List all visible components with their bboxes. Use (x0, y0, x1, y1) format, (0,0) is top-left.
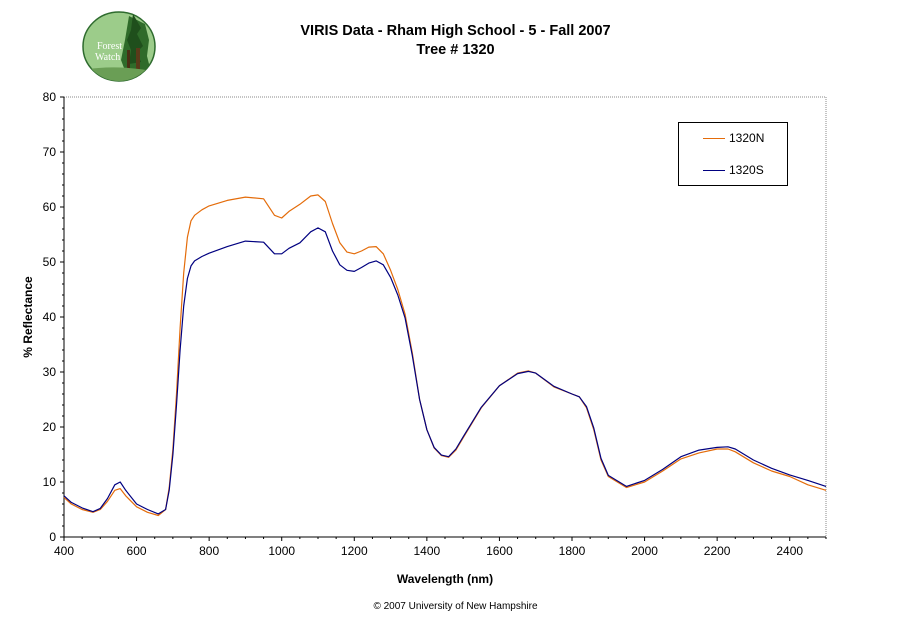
y-axis-ticks: 0 10 20 30 40 50 60 70 80 (43, 90, 64, 544)
x-tick-label: 1600 (486, 544, 513, 558)
y-tick-label: 60 (43, 200, 57, 214)
y-tick-label: 30 (43, 365, 57, 379)
x-axis-ticks: 400 600 800 1000 1200 1400 1600 1800 2000 2200 240… (54, 537, 827, 558)
legend-label-1320n: 1320N (729, 131, 765, 145)
legend-swatch-1320s (703, 170, 725, 172)
y-tick-label: 70 (43, 145, 57, 159)
chart-title-line-1: VIRIS Data - Rham High School - 5 - Fall… (300, 23, 611, 39)
legend: 1320N 1320S (678, 122, 788, 186)
chart-title: VIRIS Data - Rham High School - 5 - Fall… (200, 22, 711, 60)
x-tick-label: 2000 (631, 544, 658, 558)
x-tick-label: 2200 (704, 544, 731, 558)
y-tick-label: 50 (43, 255, 57, 269)
series-lines (63, 194, 827, 517)
x-tick-label: 1800 (559, 544, 586, 558)
y-axis-title: % Reflectance (21, 276, 35, 358)
x-tick-label: 1400 (414, 544, 441, 558)
x-tick-label: 800 (199, 544, 219, 558)
y-tick-label: 80 (43, 90, 57, 104)
x-tick-label: 1000 (268, 544, 295, 558)
y-tick-label: 0 (49, 530, 56, 544)
y-tick-label: 20 (43, 420, 57, 434)
chart-title-line-2: Tree # 1320 (416, 42, 495, 58)
x-axis-title: Wavelength (nm) (397, 572, 493, 586)
legend-label-1320s: 1320S (729, 163, 764, 177)
copyright-footer: © 2007 University of New Hampshire (373, 601, 538, 612)
y-tick-label: 10 (43, 475, 57, 489)
series-line-1320s (63, 227, 827, 515)
logo-text-2: Watch (95, 52, 120, 63)
logo-text-1: Forest (97, 41, 122, 52)
y-tick-label: 40 (43, 310, 57, 324)
x-tick-label: 1200 (341, 544, 368, 558)
x-tick-label: 400 (54, 544, 74, 558)
legend-swatch-1320n (703, 138, 725, 140)
x-tick-label: 600 (127, 544, 147, 558)
legend-item-1320s: 1320S (703, 163, 764, 177)
forest-watch-logo: Forest Watch (82, 11, 156, 82)
legend-item-1320n: 1320N (703, 131, 764, 145)
x-tick-label: 2400 (776, 544, 803, 558)
